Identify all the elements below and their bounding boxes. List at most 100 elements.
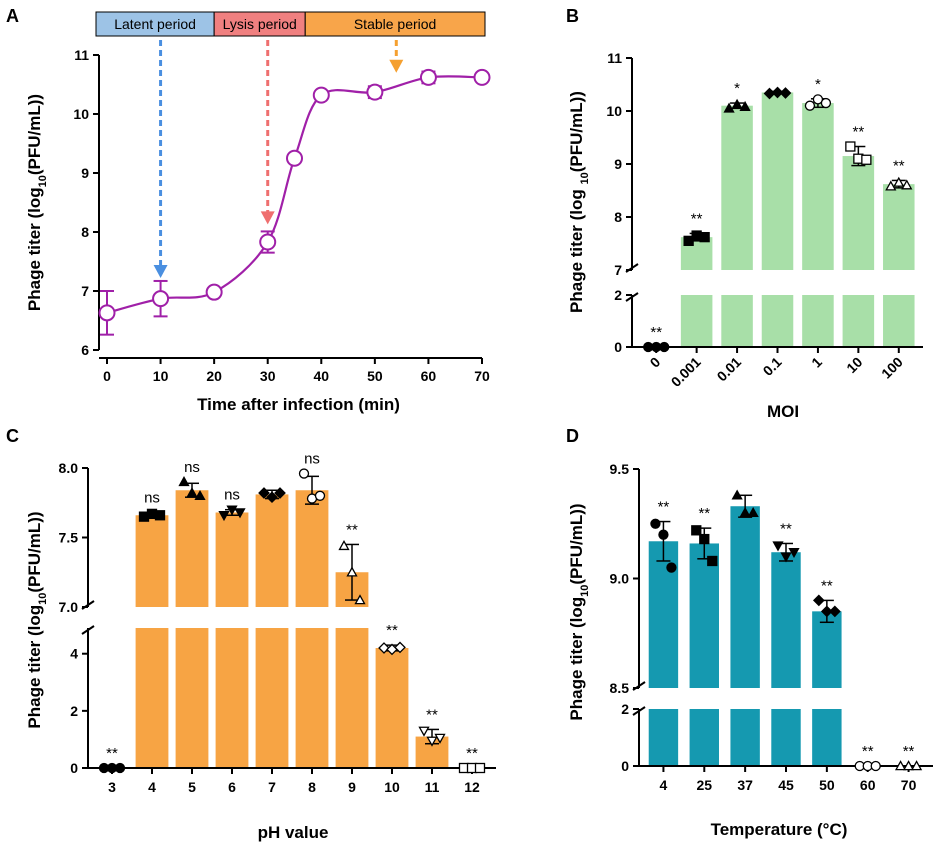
y-axis-title-sub: 10 <box>579 172 591 184</box>
data-point <box>258 487 270 499</box>
data-point <box>861 154 872 165</box>
axis-break-mark <box>632 706 646 716</box>
data-point <box>178 476 190 487</box>
data-point <box>885 180 897 191</box>
phase-box <box>213 11 306 37</box>
x-tick-label: 70 <box>474 368 490 384</box>
bar <box>802 103 834 270</box>
y-axis-title-sub: 10 <box>579 585 591 597</box>
x-tick-label: 50 <box>819 777 835 793</box>
data-point <box>658 529 669 540</box>
data-point <box>691 525 702 536</box>
data-point <box>739 100 751 112</box>
data-point <box>346 566 358 577</box>
y-axis-title: Phage titer (log10(PFU/mL)) <box>25 94 49 311</box>
bar <box>295 628 329 768</box>
x-tick-label: 10 <box>384 779 400 795</box>
x-tick-label: 4 <box>148 779 156 795</box>
x-tick-label: 70 <box>901 777 917 793</box>
y-tick-label: 9.5 <box>610 461 630 477</box>
x-tick-label: 0.001 <box>668 354 704 390</box>
bar <box>842 156 875 270</box>
y-axis-title-pre: Phage titer (log <box>25 605 44 729</box>
bar <box>335 628 369 768</box>
data-point <box>286 149 303 167</box>
phase-label: Lysis period <box>223 16 297 32</box>
data-point <box>650 518 661 529</box>
y-tick-label: 2 <box>621 701 629 717</box>
x-axis-title: Temperature (°C) <box>711 820 848 839</box>
y-tick-label: 4 <box>70 646 78 662</box>
bar <box>771 552 801 688</box>
significance-label: ** <box>346 521 358 538</box>
significance-label: ns <box>144 489 160 506</box>
bar <box>689 543 719 688</box>
bar <box>883 184 915 270</box>
x-axis-title: Time after infection (min) <box>197 395 400 414</box>
data-point <box>666 562 677 573</box>
x-tick-label: 12 <box>464 779 480 795</box>
y-tick-label: 6 <box>81 342 89 358</box>
data-point <box>394 641 406 654</box>
phase-label: Stable period <box>354 16 437 32</box>
x-tick-label: 8 <box>308 779 316 795</box>
data-point <box>772 541 784 552</box>
significance-label: ** <box>691 210 703 227</box>
y-tick-label: 8 <box>81 224 89 240</box>
data-point <box>266 491 278 504</box>
bar <box>215 512 249 607</box>
y-axis-title-post: (PFU/mL)) <box>25 511 44 592</box>
data-point <box>747 506 759 518</box>
panel-letter-b: B <box>566 6 579 26</box>
bar <box>689 709 719 766</box>
bar <box>375 648 409 768</box>
significance-label: ** <box>658 499 670 516</box>
y-axis-title-post: (PFU/mL)) <box>25 94 44 175</box>
data-point <box>312 86 330 104</box>
x-tick-label: 4 <box>660 777 668 793</box>
data-point <box>739 506 751 518</box>
bar <box>135 628 169 768</box>
bar <box>842 295 875 347</box>
data-point <box>154 510 166 521</box>
x-axis-title: pH value <box>258 823 329 842</box>
axis-break-mark <box>81 625 95 635</box>
y-tick-label: 2 <box>614 287 622 303</box>
significance-label: ** <box>903 743 915 760</box>
y-axis-title-pre: Phage titer (log <box>567 185 586 313</box>
data-point <box>820 97 832 109</box>
bar <box>680 295 713 347</box>
data-point <box>820 605 833 618</box>
significance-label: * <box>815 76 821 93</box>
phase-box <box>95 11 215 37</box>
data-point <box>731 489 743 500</box>
data-point <box>473 68 491 86</box>
data-point <box>194 489 206 501</box>
x-tick-label: 0 <box>103 368 111 384</box>
x-tick-label: 11 <box>425 779 440 795</box>
x-tick-label: 0.01 <box>714 354 745 385</box>
data-point <box>152 290 170 308</box>
data-point <box>845 141 856 152</box>
significance-label: ns <box>184 459 200 476</box>
series-line <box>106 75 483 314</box>
significance-label: ** <box>386 622 398 639</box>
y-axis-title: Phage titer (log10(PFU/mL)) <box>25 511 49 728</box>
data-point <box>707 555 718 567</box>
data-point <box>226 505 238 516</box>
significance-label: ** <box>862 743 874 760</box>
bar <box>802 295 834 347</box>
significance-label: ns <box>224 487 240 504</box>
bar <box>730 506 760 688</box>
data-point <box>731 98 743 109</box>
data-point <box>259 233 277 251</box>
data-point <box>218 511 230 522</box>
data-point <box>274 487 286 499</box>
data-point <box>780 552 792 563</box>
y-axis-title-pre: Phage titer (log <box>567 597 586 721</box>
bar <box>295 490 329 607</box>
bar <box>175 628 209 768</box>
y-tick-label: 2 <box>70 703 78 719</box>
data-point <box>434 733 446 744</box>
